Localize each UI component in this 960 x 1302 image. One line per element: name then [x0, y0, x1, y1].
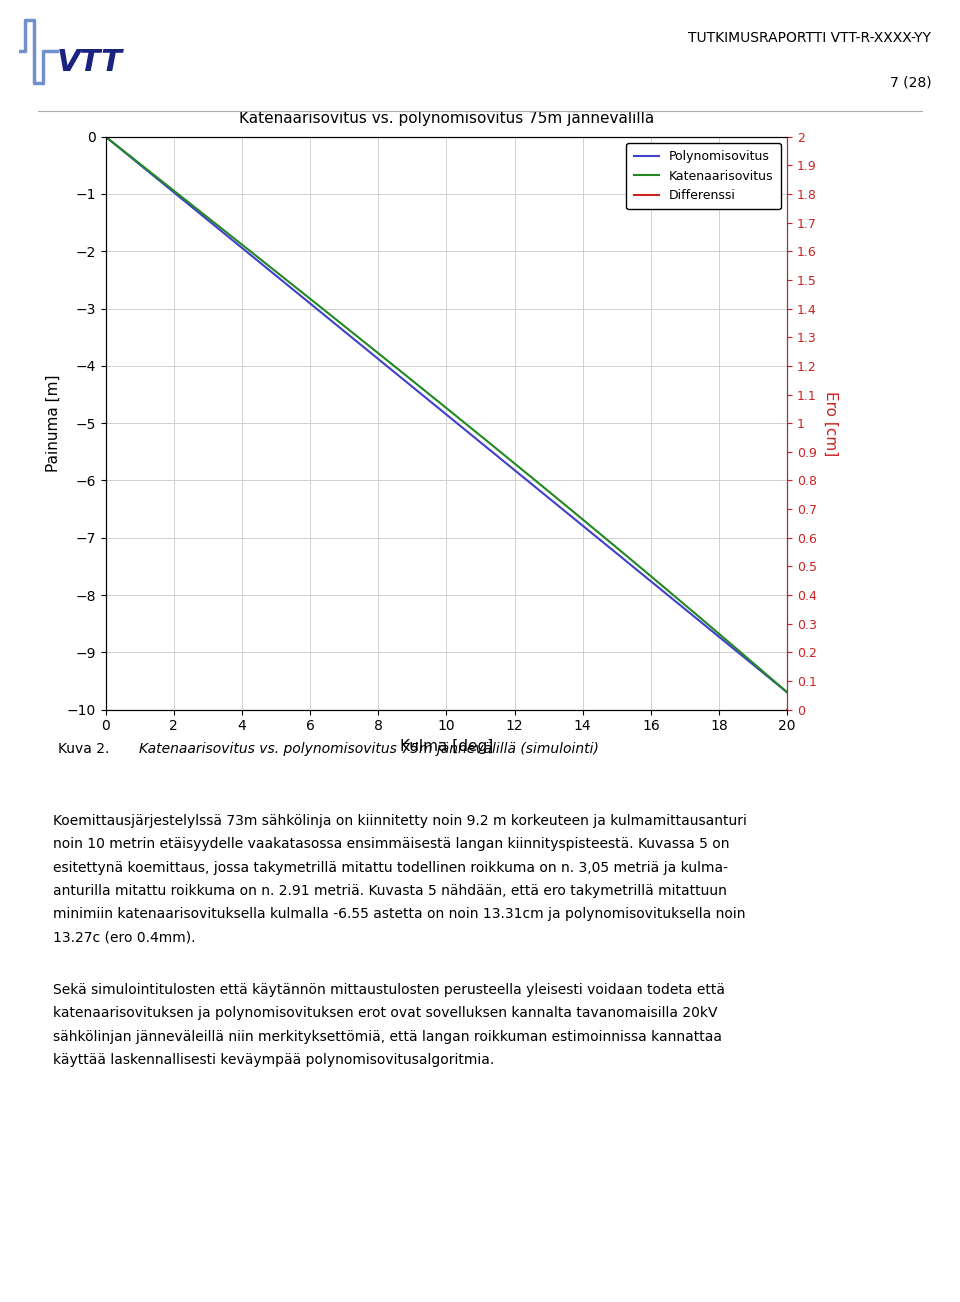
Text: käyttää laskennallisesti keväympää polynomisovitusalgoritmia.: käyttää laskennallisesti keväympää polyn…	[53, 1053, 494, 1068]
Y-axis label: Ero [cm]: Ero [cm]	[823, 391, 838, 456]
Legend: Polynomisovitus, Katenaarisovitus, Differenssi: Polynomisovitus, Katenaarisovitus, Diffe…	[627, 143, 780, 210]
Text: noin 10 metrin etäisyydelle vaakatasossa ensimmäisestä langan kiinnityspisteestä: noin 10 metrin etäisyydelle vaakatasossa…	[53, 837, 730, 852]
Text: katenaarisovituksen ja polynomisovituksen erot ovat sovelluksen kannalta tavanom: katenaarisovituksen ja polynomisovitukse…	[53, 1006, 717, 1021]
Text: esitettynä koemittaus, jossa takymetrillä mitattu todellinen roikkuma on n. 3,05: esitettynä koemittaus, jossa takymetrill…	[53, 861, 728, 875]
Text: Sekä simulointitulosten että käytännön mittaustulosten perusteella yleisesti voi: Sekä simulointitulosten että käytännön m…	[53, 983, 725, 997]
Text: Koemittausjärjestelylssä 73m sähkölinja on kiinnitetty noin 9.2 m korkeuteen ja : Koemittausjärjestelylssä 73m sähkölinja …	[53, 814, 747, 828]
Y-axis label: Painuma [m]: Painuma [m]	[46, 375, 61, 471]
Title: Katenaarisovitus vs. polynomisovitus 75m jännevälillä: Katenaarisovitus vs. polynomisovitus 75m…	[239, 111, 654, 126]
Text: TUTKIMUSRAPORTTI VTT-R-XXXX-YY: TUTKIMUSRAPORTTI VTT-R-XXXX-YY	[688, 31, 931, 46]
Text: VTT: VTT	[57, 47, 123, 77]
X-axis label: Kulma [deg]: Kulma [deg]	[399, 738, 493, 754]
Text: Kuva 2.: Kuva 2.	[58, 742, 109, 756]
Text: minimiin katenaarisovituksella kulmalla -6.55 astetta on noin 13.31cm ja polynom: minimiin katenaarisovituksella kulmalla …	[53, 907, 745, 922]
Text: anturilla mitattu roikkuma on n. 2.91 metriä. Kuvasta 5 nähdään, että ero takyme: anturilla mitattu roikkuma on n. 2.91 me…	[53, 884, 727, 898]
Text: sähkölinjan jänneväleillä niin merkityksettömiä, että langan roikkuman estimoinn: sähkölinjan jänneväleillä niin merkityks…	[53, 1030, 722, 1044]
Text: Katenaarisovitus vs. polynomisovitus 75m jännevälillä (simulointi): Katenaarisovitus vs. polynomisovitus 75m…	[139, 742, 599, 756]
Text: 13.27c (ero 0.4mm).: 13.27c (ero 0.4mm).	[53, 931, 195, 945]
Text: 7 (28): 7 (28)	[890, 76, 931, 90]
